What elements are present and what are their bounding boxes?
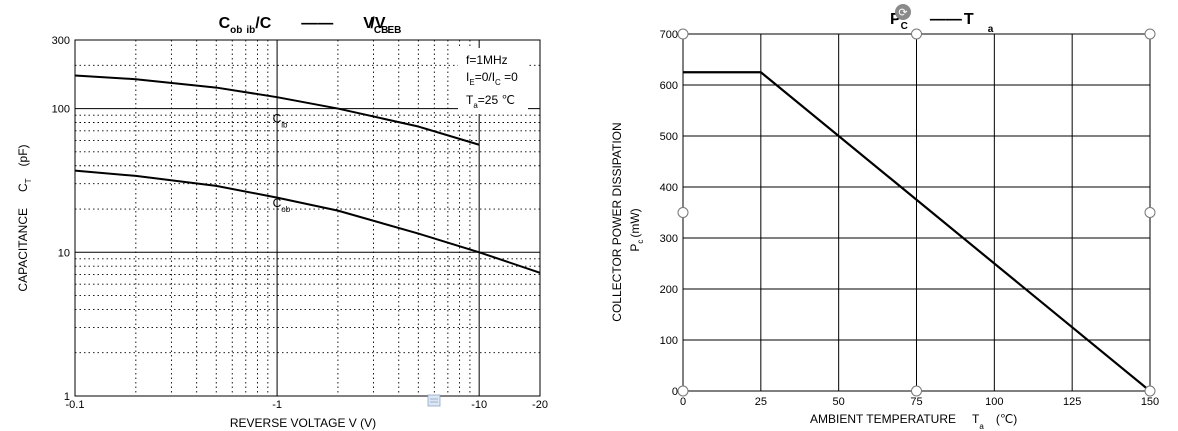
y-tick-label: 10: [58, 247, 70, 259]
resize-handle[interactable]: [1144, 207, 1156, 218]
resize-handle[interactable]: [677, 207, 689, 218]
capacitance-grid: [75, 40, 540, 396]
capacitance-series: Cib Cob: [74, 74, 541, 274]
capacitance-tick-labels: -0.1 -1 -10 -20 1 10 100 300: [52, 35, 548, 411]
resize-handle[interactable]: [677, 385, 689, 397]
resize-handle[interactable]: [911, 28, 922, 40]
power-dissipation-chart: PC —— Ta 0 25 50 75 100 125 150 0 100 200 300 400 500 6…: [610, 4, 1159, 431]
x-tick-label: 0: [680, 396, 686, 408]
x-tick-label: 100: [985, 396, 1003, 408]
x-tick-label: -20: [532, 399, 548, 411]
y-tick-label: 100: [660, 335, 678, 347]
x-tick-label: -10: [471, 399, 487, 411]
power-chart-title: PC —— Ta: [890, 11, 994, 35]
x-tick-label: 125: [1063, 396, 1081, 408]
rotate-handle[interactable]: ⟳: [895, 4, 911, 20]
series-curve-ib: [74, 74, 480, 146]
series-curve-ob: [74, 169, 541, 274]
y-tick-label: 300: [52, 35, 70, 47]
y-tick-label: 300: [660, 233, 678, 245]
x-tick-label: -1: [272, 399, 282, 411]
power-series: [683, 71, 1151, 392]
resize-handle[interactable]: [911, 385, 922, 397]
x-tick-label: 50: [833, 396, 845, 408]
x-tick-label: 150: [1141, 396, 1159, 408]
series-label-ib: Cib: [273, 111, 288, 129]
condition-frequency: f=1MHz: [466, 53, 508, 67]
capacitance-chart: Cob ib/C —— VCB/V EB -0.1 -1 -10 -20 1 10 100 300 C…: [16, 15, 548, 430]
y-tick-label: 1: [64, 391, 70, 403]
conditions-box: f=1MHz IE=0/IC =0 Ta=25 ℃: [458, 48, 528, 114]
series-label-ob: Cob: [273, 196, 291, 214]
selection-handles[interactable]: [677, 28, 1156, 397]
x-tick-label: 25: [755, 396, 767, 408]
x-tick-label: 75: [910, 396, 922, 408]
resize-handle[interactable]: [677, 28, 689, 40]
y-tick-label: 700: [660, 29, 678, 41]
capacitance-chart-title: Cob ib/C —— VCB/V EB: [219, 15, 402, 36]
power-grid: [682, 33, 1151, 392]
x-tick-label: -0.1: [66, 399, 85, 411]
paste-options-icon[interactable]: [427, 394, 441, 407]
capacitance-x-axis-label: REVERSE VOLTAGE V (V): [230, 416, 376, 430]
y-tick-label: 0: [672, 386, 678, 398]
capacitance-y-axis-label: CAPACITANCECT(pF): [16, 144, 33, 291]
rotate-icon: ⟳: [898, 7, 907, 19]
power-x-axis-label: AMBIENT TEMPERATURE Ta(℃): [810, 412, 1017, 431]
condition-currents: IE=0/IC =0: [466, 70, 518, 87]
condition-temperature: Ta=25 ℃: [466, 93, 515, 110]
power-y-axis-unit: Pc(mW): [628, 208, 645, 251]
y-tick-label: 100: [52, 104, 70, 116]
power-tick-labels: 0 25 50 75 100 125 150 0 100 200 300 400 500 600 700: [660, 29, 1160, 408]
y-tick-label: 200: [660, 284, 678, 296]
power-y-axis-label: COLLECTOR POWER DISSIPATION: [610, 122, 624, 321]
y-tick-label: 600: [660, 80, 678, 92]
y-tick-label: 400: [660, 182, 678, 194]
derating-line: [683, 71, 1151, 392]
resize-handle[interactable]: [1144, 28, 1156, 40]
resize-handle[interactable]: [1144, 385, 1156, 397]
y-tick-label: 500: [660, 131, 678, 143]
